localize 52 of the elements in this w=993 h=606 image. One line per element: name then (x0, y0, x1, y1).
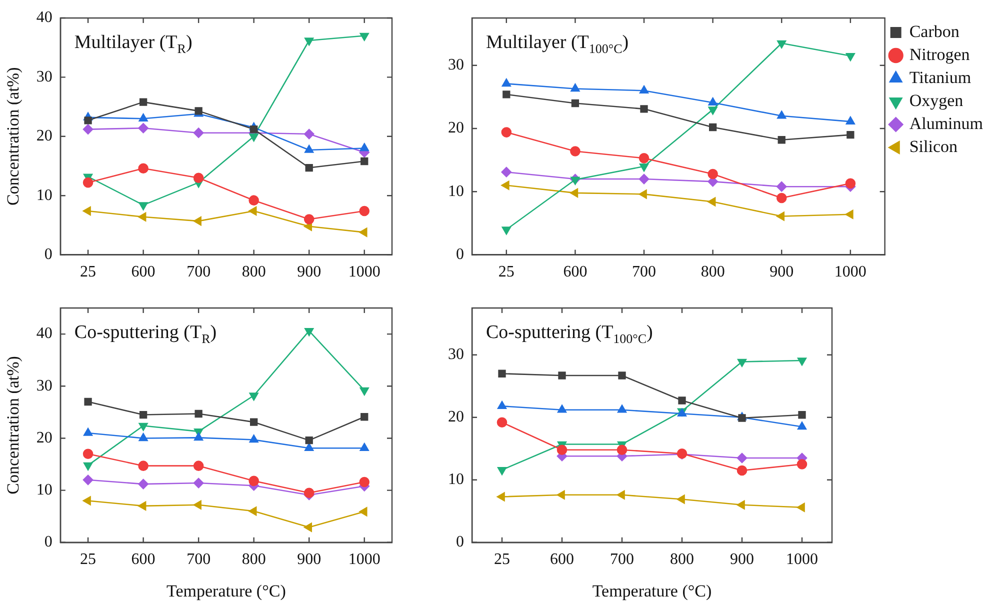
y-tick-label: 10 (448, 471, 464, 488)
y-tick-label: 0 (456, 246, 464, 264)
x-tick-label: 1000 (834, 264, 866, 281)
x-axis-title: Temperature (°C) (166, 581, 286, 600)
x-tick-label: 25 (80, 551, 96, 568)
y-tick-label: 10 (36, 186, 52, 204)
y-tick-label: 0 (456, 534, 464, 551)
x-tick-label: 700 (186, 264, 211, 281)
y-tick-label: 0 (44, 246, 52, 264)
y-tick-label: 30 (36, 377, 52, 394)
y-tick-label: 40 (36, 9, 52, 26)
y-axis-title: Concentration (at%) (4, 356, 23, 494)
legend-label: Silicon (909, 136, 958, 156)
x-tick-label: 600 (131, 551, 156, 568)
legend-label: Titanium (909, 68, 972, 87)
x-tick-label: 700 (632, 264, 656, 281)
legend-label: Carbon (909, 22, 960, 41)
y-tick-label: 30 (448, 56, 464, 74)
y-tick-label: 20 (36, 429, 52, 446)
y-tick-label: 20 (448, 408, 464, 426)
y-tick-label: 10 (36, 482, 52, 499)
x-tick-label: 1000 (348, 551, 380, 568)
legend-label: Aluminum (909, 114, 983, 133)
legend-label: Nitrogen (909, 44, 970, 64)
x-tick-label: 25 (494, 551, 510, 568)
x-axis-title: Temperature (°C) (592, 581, 712, 600)
x-tick-label: 800 (242, 264, 266, 281)
x-tick-label: 900 (730, 551, 754, 568)
y-tick-label: 40 (36, 325, 52, 342)
y-tick-label: 20 (36, 128, 52, 145)
x-tick-label: 1000 (348, 264, 380, 281)
y-axis-title: Concentration (at%) (4, 67, 23, 206)
y-tick-label: 10 (448, 182, 464, 200)
x-tick-label: 800 (670, 551, 694, 568)
x-tick-label: 25 (80, 264, 96, 281)
x-tick-label: 700 (610, 551, 634, 568)
x-tick-label: 700 (186, 551, 211, 568)
legend-label: Oxygen (909, 90, 964, 110)
x-tick-label: 25 (498, 264, 514, 281)
x-tick-label: 900 (297, 264, 322, 281)
y-tick-label: 0 (44, 534, 52, 551)
x-tick-label: 600 (131, 264, 156, 281)
y-tick-label: 20 (448, 120, 464, 137)
x-tick-label: 800 (242, 551, 266, 568)
x-tick-label: 900 (770, 264, 794, 281)
y-tick-label: 30 (448, 346, 464, 364)
x-tick-label: 1000 (786, 551, 818, 568)
x-tick-label: 600 (563, 264, 588, 281)
x-tick-label: 800 (700, 264, 725, 281)
x-tick-label: 900 (297, 551, 322, 568)
y-tick-label: 30 (36, 68, 52, 86)
x-tick-label: 600 (550, 551, 574, 568)
